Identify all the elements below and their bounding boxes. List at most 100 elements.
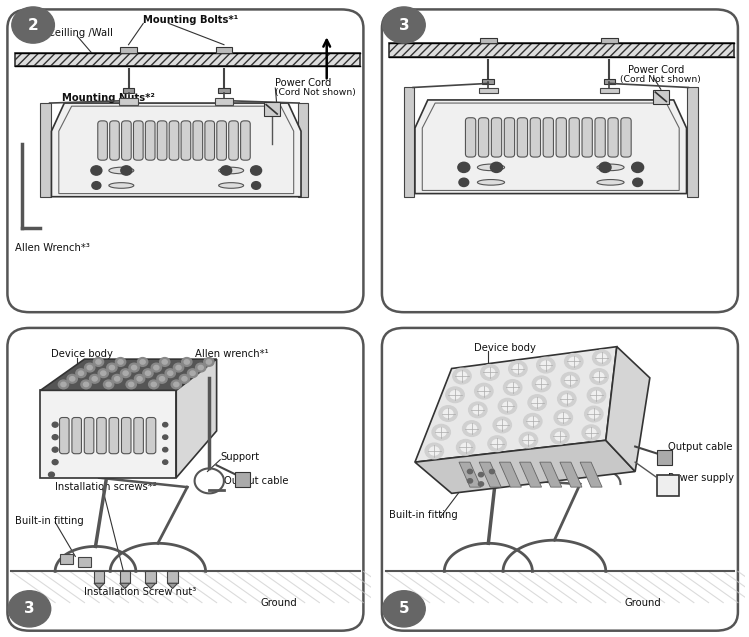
Ellipse shape (219, 183, 243, 189)
Circle shape (151, 363, 162, 372)
Circle shape (115, 357, 126, 366)
Bar (601, 38, 618, 43)
Circle shape (481, 364, 499, 380)
Circle shape (106, 382, 111, 387)
Polygon shape (540, 462, 562, 487)
Circle shape (94, 357, 103, 366)
Circle shape (432, 424, 450, 440)
FancyBboxPatch shape (382, 328, 738, 631)
Text: Output cable: Output cable (668, 441, 733, 452)
Ellipse shape (477, 164, 505, 171)
Circle shape (446, 387, 464, 403)
Text: Mounting Nuts*²: Mounting Nuts*² (62, 94, 155, 103)
Circle shape (592, 391, 601, 399)
Circle shape (83, 382, 88, 387)
Circle shape (138, 357, 148, 366)
FancyBboxPatch shape (491, 118, 502, 157)
Circle shape (633, 178, 643, 187)
Circle shape (491, 162, 503, 173)
FancyBboxPatch shape (98, 121, 107, 160)
Circle shape (160, 376, 165, 381)
Bar (657, 450, 672, 465)
Circle shape (443, 410, 453, 418)
Circle shape (554, 410, 572, 426)
Circle shape (503, 380, 522, 396)
Circle shape (383, 590, 425, 627)
FancyBboxPatch shape (569, 118, 580, 157)
Circle shape (519, 433, 538, 448)
Circle shape (467, 424, 476, 433)
FancyBboxPatch shape (465, 118, 476, 157)
Circle shape (145, 371, 151, 375)
FancyBboxPatch shape (621, 118, 631, 157)
Circle shape (599, 162, 611, 173)
Circle shape (143, 369, 153, 378)
Circle shape (118, 360, 123, 364)
FancyBboxPatch shape (59, 417, 69, 454)
Polygon shape (459, 462, 481, 487)
Bar (604, 79, 616, 83)
Circle shape (157, 375, 167, 383)
Bar (40, 103, 51, 197)
Circle shape (103, 380, 114, 389)
Circle shape (52, 422, 58, 427)
Circle shape (590, 369, 608, 384)
Circle shape (479, 482, 484, 486)
Text: Installation Screw nut³: Installation Screw nut³ (85, 587, 197, 597)
Circle shape (100, 371, 106, 375)
Circle shape (163, 422, 168, 427)
Bar (653, 90, 669, 104)
Circle shape (475, 383, 493, 399)
Circle shape (524, 413, 542, 429)
Circle shape (49, 472, 55, 477)
Ellipse shape (477, 180, 505, 185)
Circle shape (58, 380, 69, 389)
Circle shape (91, 166, 102, 175)
Ellipse shape (597, 180, 624, 185)
Circle shape (562, 395, 571, 403)
Bar (688, 87, 697, 197)
Polygon shape (40, 390, 176, 478)
Circle shape (479, 473, 484, 477)
FancyBboxPatch shape (85, 417, 94, 454)
Circle shape (587, 387, 606, 403)
Text: Mounting Bolts*¹: Mounting Bolts*¹ (143, 15, 238, 25)
FancyBboxPatch shape (543, 118, 554, 157)
Text: Power Cord: Power Cord (276, 78, 332, 88)
Circle shape (176, 366, 181, 369)
Circle shape (162, 360, 167, 364)
FancyBboxPatch shape (72, 417, 82, 454)
Circle shape (383, 7, 425, 43)
Ellipse shape (109, 167, 134, 174)
Circle shape (469, 402, 487, 418)
Text: 2: 2 (28, 18, 38, 32)
Circle shape (61, 382, 66, 387)
Circle shape (541, 361, 551, 369)
Circle shape (555, 433, 565, 440)
Circle shape (151, 382, 157, 387)
Text: Installation screws*²: Installation screws*² (55, 482, 157, 492)
Circle shape (473, 406, 482, 414)
Circle shape (497, 421, 507, 429)
Circle shape (92, 376, 97, 381)
Circle shape (190, 371, 195, 375)
Bar (389, 43, 734, 57)
Circle shape (107, 363, 117, 372)
Circle shape (488, 436, 506, 452)
Bar (145, 571, 156, 583)
Circle shape (509, 361, 527, 376)
Polygon shape (500, 462, 521, 487)
FancyBboxPatch shape (382, 10, 738, 312)
FancyBboxPatch shape (134, 417, 143, 454)
Bar (121, 47, 137, 52)
Circle shape (498, 398, 517, 414)
Bar (15, 52, 360, 66)
Text: Device body: Device body (52, 350, 113, 359)
Circle shape (551, 429, 569, 444)
Circle shape (85, 363, 95, 372)
FancyBboxPatch shape (97, 417, 106, 454)
Circle shape (565, 354, 583, 369)
Text: Ground: Ground (261, 598, 297, 608)
FancyBboxPatch shape (530, 118, 541, 157)
Circle shape (112, 375, 122, 383)
